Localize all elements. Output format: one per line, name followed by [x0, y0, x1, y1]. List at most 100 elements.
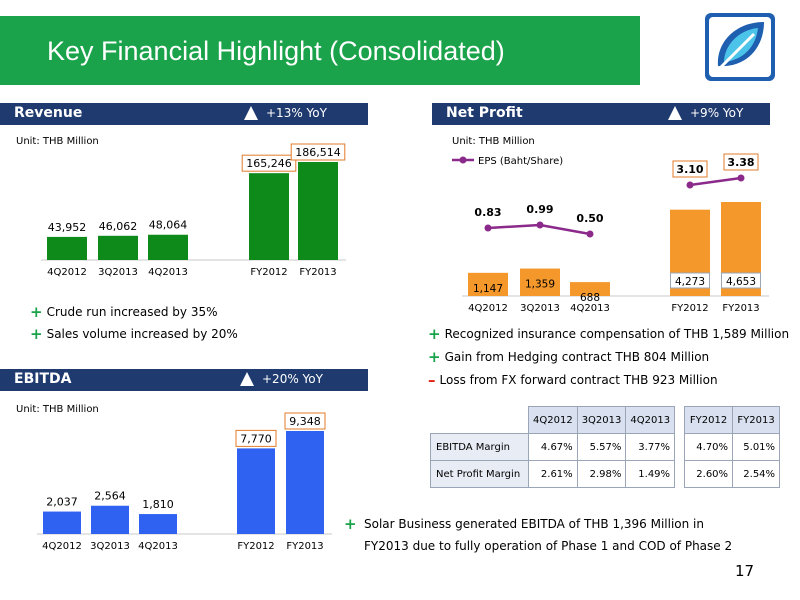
ebitda-category-label: 3Q2013 — [90, 541, 130, 552]
revenue-bullet: + Crude run increased by 35% — [30, 303, 218, 321]
revenue-category-label: FY2012 — [250, 267, 287, 278]
revenue-value-box — [290, 143, 346, 161]
ebitda-unit: Unit: THB Million — [16, 404, 99, 415]
eps-value-label: 0.50 — [576, 212, 603, 225]
ebitda-category-label: 4Q2012 — [42, 541, 82, 552]
net-profit-category-label: 4Q2012 — [468, 303, 508, 314]
margin-table: 4Q2012 3Q2013 4Q2013 FY2012 FY2013 EBITD… — [430, 406, 781, 488]
net-profit-category-label: FY2013 — [722, 303, 759, 314]
revenue-category-label: 4Q2013 — [148, 267, 188, 278]
ebitda-bar — [139, 514, 177, 534]
plus-icon: + — [428, 348, 441, 366]
revenue-bar — [148, 234, 188, 260]
net-profit-category-label: FY2012 — [671, 303, 708, 314]
column-header: 3Q2013 — [576, 406, 627, 434]
table-row: Net Profit Margin 2.61% 2.98% 1.49% 2.60… — [430, 460, 781, 488]
table-cell: 1.49% — [625, 460, 676, 488]
up-triangle-icon — [668, 106, 682, 120]
net-profit-bullet: + Gain from Hedging contract THB 804 Mill… — [428, 348, 710, 366]
table-cell: 2.98% — [576, 460, 627, 488]
eps-value-label: 3.38 — [727, 156, 754, 169]
revenue-value-label: 46,062 — [99, 220, 138, 233]
column-header: FY2013 — [732, 406, 781, 434]
column-header: 4Q2013 — [625, 406, 676, 434]
slide-title: Key Financial Highlight (Consolidated) — [47, 36, 505, 66]
table-cell: 4.67% — [528, 433, 578, 461]
plus-icon: + — [30, 303, 43, 321]
ebitda-yoy: +20% YoY — [262, 372, 323, 386]
eps-point — [484, 224, 492, 232]
net-profit-yoy: +9% YoY — [690, 106, 744, 120]
ebitda-value-box — [235, 429, 277, 447]
solar-note: Solar Business generated EBITDA of THB 1… — [364, 517, 733, 553]
revenue-bullet: + Sales volume increased by 20% — [30, 325, 238, 343]
ebitda-bar — [43, 511, 81, 534]
eps-point — [737, 174, 745, 182]
row-label: EBITDA Margin — [430, 433, 529, 461]
revenue-category-label: FY2013 — [299, 267, 336, 278]
revenue-value-label: 186,514 — [295, 146, 341, 159]
minus-icon: – — [428, 371, 436, 389]
eps-line-segment — [539, 223, 591, 236]
revenue-value-label: 48,064 — [149, 219, 188, 232]
ebitda-bar — [237, 448, 275, 534]
revenue-bar — [298, 162, 338, 260]
solar-bullet: + — [344, 514, 361, 533]
plus-icon: + — [30, 325, 43, 343]
net-profit-bullet: + Recognized insurance compensation of TH… — [428, 325, 790, 343]
revenue-category-label: 3Q2013 — [98, 267, 138, 278]
table-row: EBITDA Margin 4.67% 5.57% 3.77% 4.70% 5.… — [430, 433, 781, 461]
revenue-yoy: +13% YoY — [266, 106, 327, 120]
net-profit-bar — [468, 272, 508, 296]
net-profit-value-label: 1,359 — [525, 279, 555, 291]
table-header-row: 4Q2012 3Q2013 4Q2013 FY2012 FY2013 — [430, 406, 781, 434]
ebitda-value-label: 1,810 — [142, 498, 174, 511]
ebitda-value-label: 2,564 — [94, 490, 126, 503]
ebitda-bar — [91, 505, 129, 534]
revenue-header: Revenue +13% YoY — [0, 103, 368, 125]
eps-line-segment — [689, 176, 742, 187]
net-profit-value-label: 688 — [580, 292, 600, 304]
net-profit-title: Net Profit — [446, 105, 523, 121]
eps-legend-marker — [459, 156, 467, 164]
eps-value-label: 0.83 — [474, 206, 501, 219]
ebitda-value-label: 2,037 — [46, 496, 78, 509]
ebitda-bar — [286, 431, 324, 534]
ebitda-category-label: 4Q2013 — [138, 541, 178, 552]
table-cell: 4.70% — [684, 433, 734, 461]
revenue-value-label: 43,952 — [48, 221, 87, 234]
row-label: Net Profit Margin — [430, 460, 529, 488]
eps-value-box — [672, 160, 708, 178]
title-bar — [0, 16, 640, 85]
net-profit-bullet: – Loss from FX forward contract THB 923 M… — [428, 371, 718, 389]
net-profit-value-box — [721, 272, 761, 289]
revenue-unit: Unit: THB Million — [16, 136, 99, 147]
revenue-value-box — [241, 154, 297, 172]
table-cell: 2.61% — [528, 460, 578, 488]
ebitda-value-label: 9,348 — [289, 415, 321, 428]
table-cell: 2.60% — [684, 460, 734, 488]
table-cell: 3.77% — [625, 433, 676, 461]
net-profit-bar — [570, 282, 610, 296]
ebitda-value-label: 7,770 — [240, 432, 272, 445]
revenue-title: Revenue — [14, 105, 83, 121]
eps-legend-label: EPS (Baht/Share) — [478, 156, 563, 167]
plus-icon: + — [428, 325, 441, 343]
column-header: 4Q2012 — [528, 406, 578, 434]
revenue-bar — [249, 173, 289, 260]
eps-value-box — [723, 153, 759, 171]
revenue-value-label: 165,246 — [246, 157, 292, 170]
ebitda-header: EBITDA +20% YoY — [0, 369, 368, 391]
table-cell: 2.54% — [732, 460, 781, 488]
net-profit-value-box — [670, 272, 710, 289]
table-cell: 5.01% — [732, 433, 781, 461]
revenue-category-label: 4Q2012 — [47, 267, 87, 278]
ebitda-value-box — [284, 412, 326, 430]
net-profit-bar — [520, 268, 560, 296]
up-triangle-icon — [244, 106, 258, 120]
eps-value-label: 3.10 — [676, 163, 703, 176]
revenue-bar — [47, 236, 87, 260]
up-triangle-icon — [240, 372, 254, 386]
net-profit-value-label: 4,653 — [726, 276, 756, 288]
